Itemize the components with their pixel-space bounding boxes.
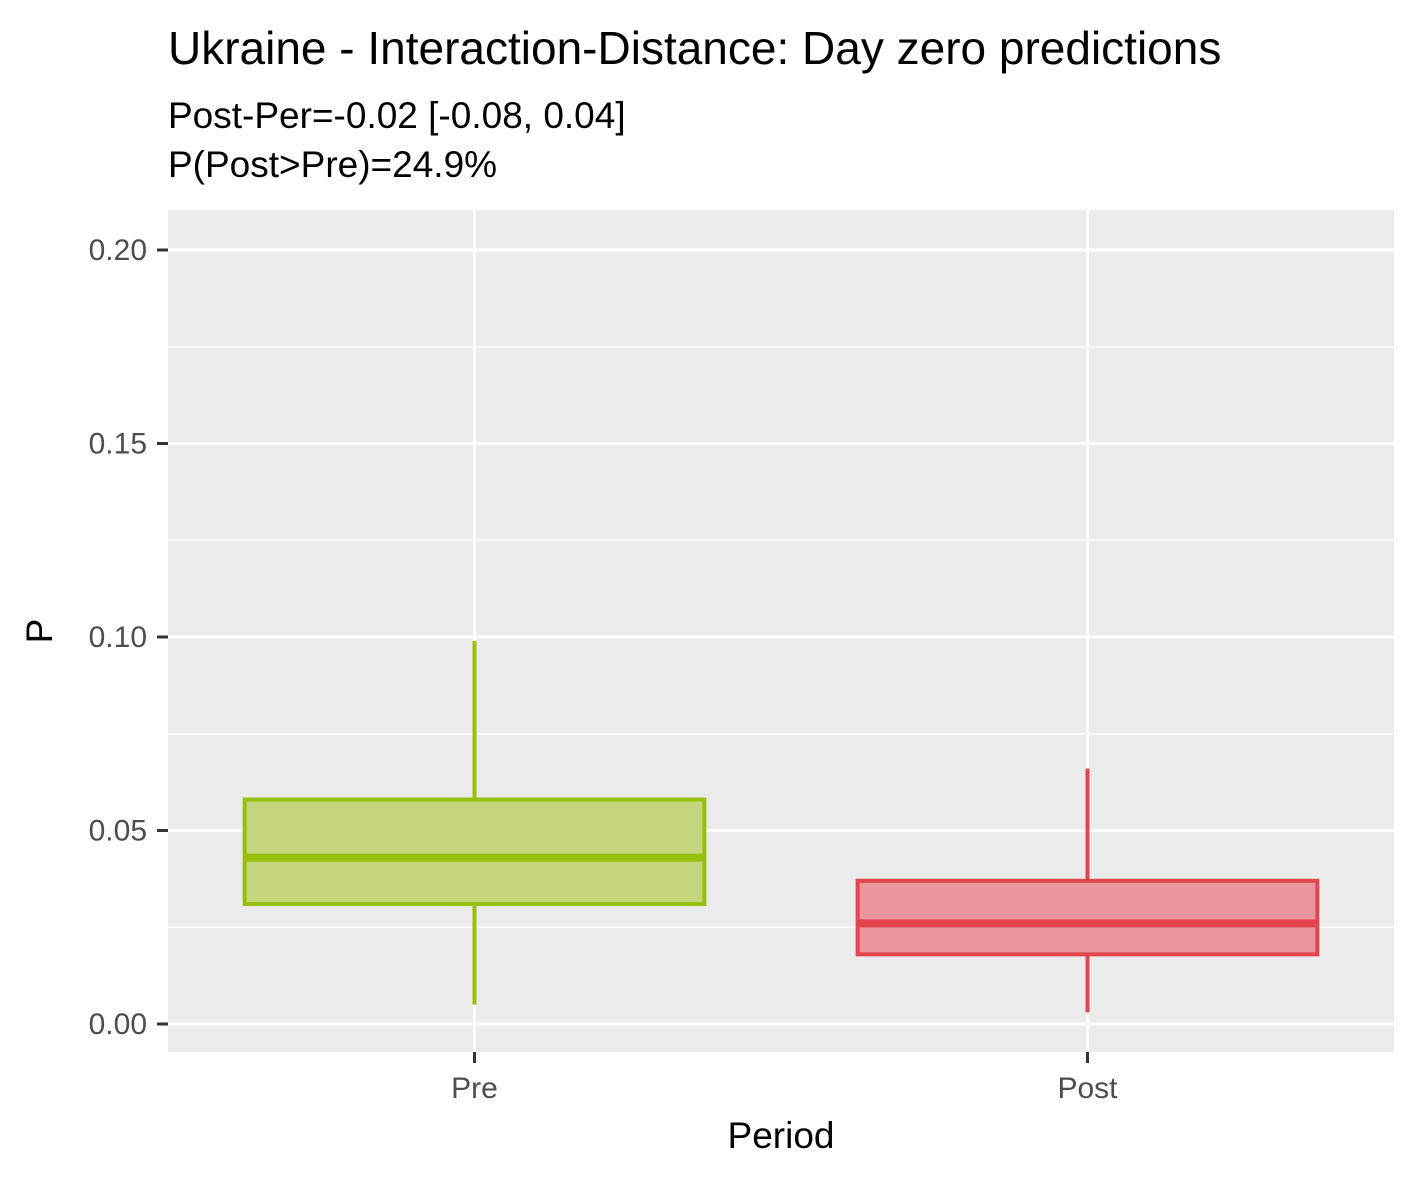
- x-tick-label: Post: [1057, 1072, 1118, 1105]
- y-tick-label: 0.00: [89, 1008, 147, 1041]
- y-axis-title: P: [19, 619, 60, 644]
- chart-subtitle-line-2: P(Post>Pre)=24.9%: [168, 144, 497, 185]
- iqr-box: [855, 878, 1320, 957]
- x-axis: Pre Post: [451, 1052, 1118, 1105]
- box-post: [855, 768, 1320, 1013]
- boxes-layer: [242, 640, 1320, 1013]
- y-tick-label: 0.20: [89, 234, 147, 267]
- chart-title: Ukraine - Interaction-Distance: Day zero…: [168, 22, 1221, 74]
- y-axis: 0.00 0.05 0.10 0.15 0.20: [89, 234, 168, 1041]
- iqr-box: [242, 797, 707, 907]
- y-tick-label: 0.10: [89, 621, 147, 654]
- x-tick-label: Pre: [451, 1072, 498, 1105]
- chart-subtitle-line-1: Post-Per=-0.02 [-0.08, 0.04]: [168, 95, 626, 136]
- y-tick-label: 0.15: [89, 428, 147, 461]
- y-tick-label: 0.05: [89, 815, 147, 848]
- box-pre: [242, 640, 707, 1005]
- x-axis-title: Period: [728, 1115, 835, 1156]
